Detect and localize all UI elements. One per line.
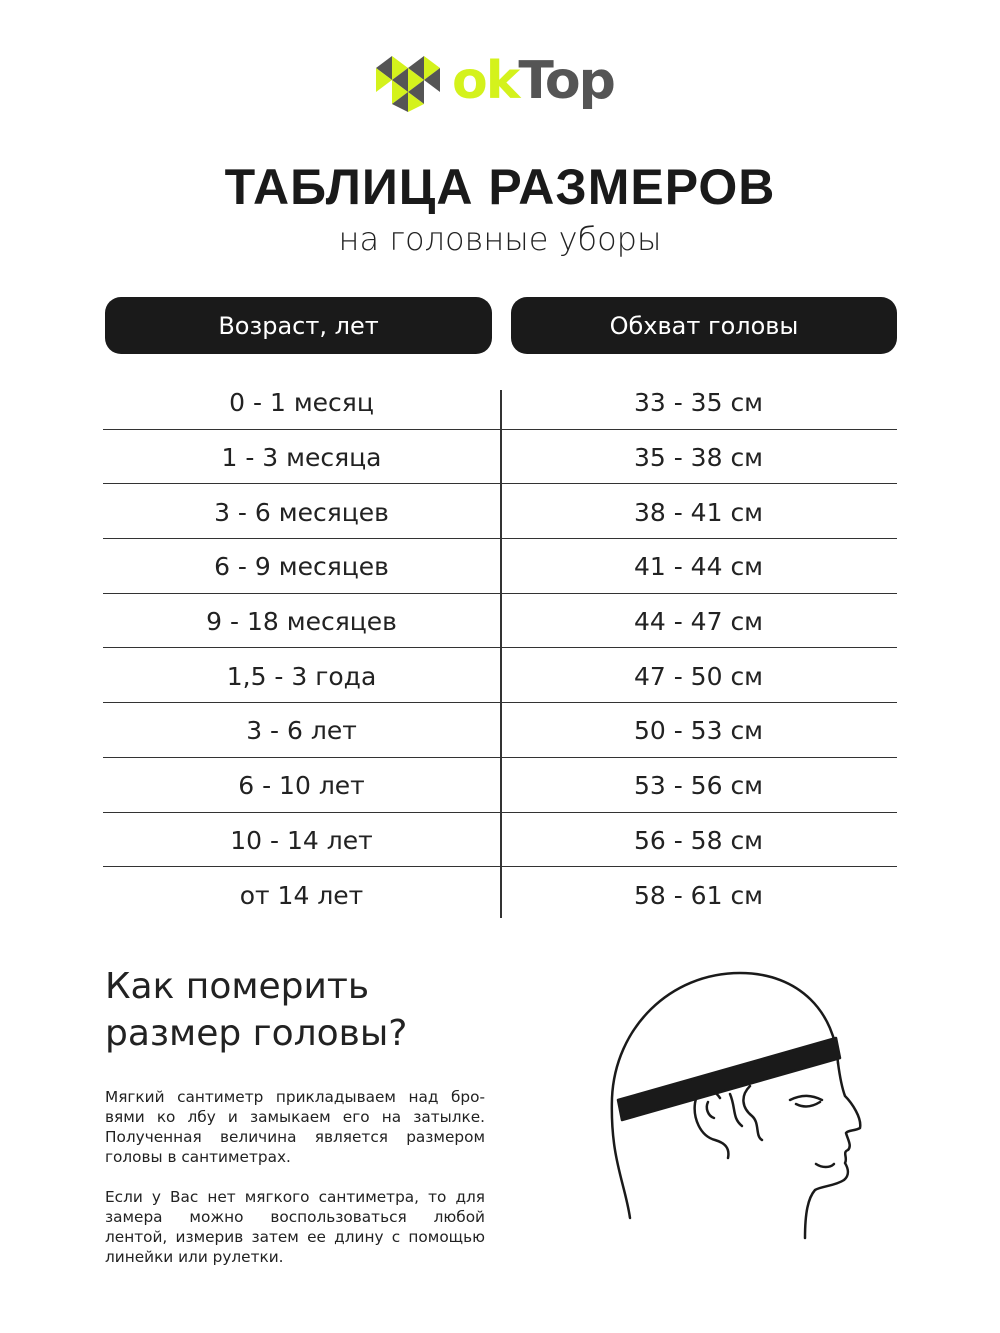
table-row: 10 - 14 лет 56 - 58 см [103, 813, 897, 868]
age-cell: 3 - 6 лет [246, 716, 357, 746]
circumference-cell: 38 - 41 см [633, 497, 764, 527]
circumference-cell: 56 - 58 см [633, 825, 764, 855]
age-cell: 6 - 9 месяцев [214, 552, 389, 582]
age-cell: от 14 лет [239, 881, 364, 911]
header-head-circumference: Обхват головы [511, 297, 897, 354]
age-cell: 6 - 10 лет [238, 771, 365, 801]
circumference-cell: 44 - 47 см [633, 607, 764, 637]
table-row: 3 - 6 лет 50 - 53 см [103, 703, 897, 758]
head-with-measuring-tape-icon [610, 971, 862, 1240]
logo-wordmark: okTop [452, 50, 616, 112]
circumference-cell: 41 - 44 см [633, 552, 764, 582]
howto-heading-line2: размер головы? [105, 1013, 408, 1054]
circumference-cell: 35 - 38 см [633, 443, 764, 473]
logo-top: Top [518, 51, 616, 111]
circumference-cell: 50 - 53 см [633, 716, 764, 746]
howto-paragraph-2: Если у Вас нет мягкого сантиметра, то дл… [105, 1188, 485, 1266]
age-cell: 1,5 - 3 года [226, 661, 377, 691]
circumference-cell: 33 - 35 см [633, 388, 764, 418]
howto-heading-line1: Как померить [105, 966, 370, 1007]
table-row: 0 - 1 месяц 33 - 35 см [103, 375, 897, 430]
age-cell: 3 - 6 месяцев [214, 497, 389, 527]
age-cell: 9 - 18 месяцев [206, 607, 397, 637]
table-divider [500, 390, 502, 918]
howto-heading: Как померить размер головы? [105, 963, 407, 1057]
circumference-cell: 58 - 61 см [633, 881, 764, 911]
logo-icon [376, 56, 440, 112]
table-row: 1 - 3 месяца 35 - 38 см [103, 430, 897, 485]
size-table: 0 - 1 месяц 33 - 35 см 1 - 3 месяца 35 - 38… [103, 375, 897, 922]
header-age: Возраст, лет [105, 297, 492, 354]
logo-ok: ok [452, 51, 520, 111]
page-title: ТАБЛИЦА РАЗМЕРОВ [224, 159, 776, 215]
table-row: от 14 лет 58 - 61 см [103, 867, 897, 922]
page-subtitle: на головные уборы [338, 220, 662, 258]
howto-paragraph-1: Мягкий сантиметр прикладываем над бро­вя… [105, 1088, 485, 1166]
circumference-cell: 47 - 50 см [633, 661, 764, 691]
age-cell: 1 - 3 месяца [221, 443, 382, 473]
circumference-cell: 53 - 56 см [633, 771, 764, 801]
age-cell: 10 - 14 лет [230, 825, 373, 855]
age-cell: 0 - 1 месяц [229, 388, 374, 418]
